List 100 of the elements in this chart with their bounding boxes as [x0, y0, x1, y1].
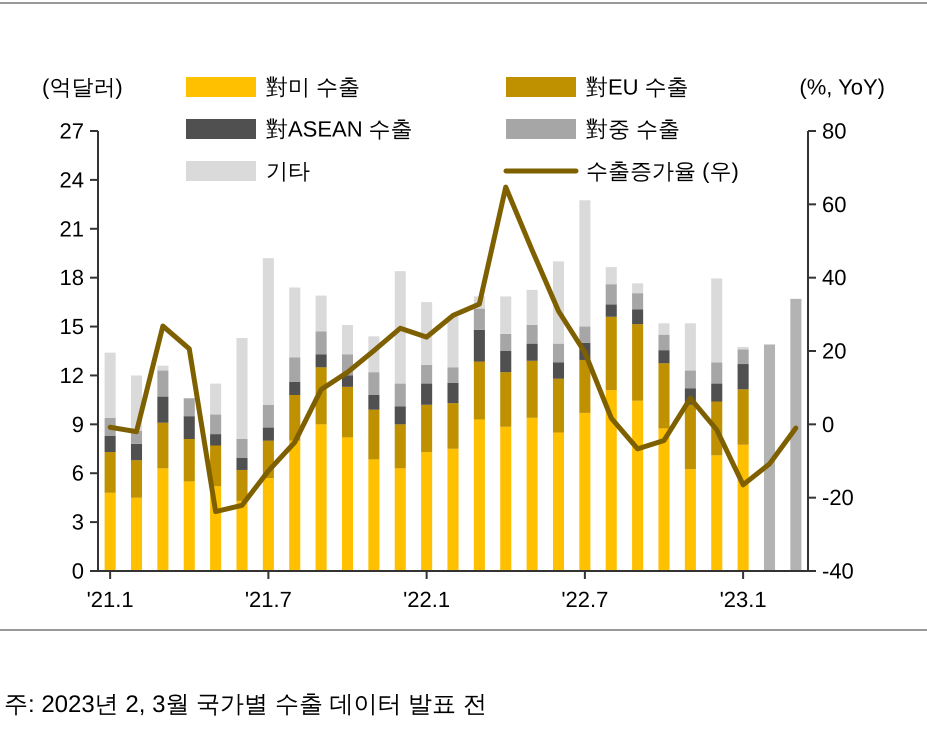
- bar: [526, 290, 538, 325]
- legend-label: 對ASEAN 수출: [266, 116, 413, 142]
- bar: [289, 287, 300, 358]
- bar: [684, 323, 696, 371]
- bar: [368, 410, 380, 460]
- bar: [552, 362, 564, 379]
- bar: [658, 363, 670, 428]
- y2-tick-label: 0: [822, 412, 834, 437]
- bar: [500, 372, 512, 427]
- bar: [711, 278, 722, 362]
- bar: [104, 436, 116, 452]
- bar: [684, 469, 696, 571]
- bar: [262, 258, 274, 405]
- bar: [184, 439, 195, 482]
- bar: [236, 338, 248, 439]
- bar: [262, 478, 274, 571]
- y2-tick-label: -20: [822, 485, 854, 510]
- bar: [500, 426, 512, 571]
- bar: [474, 330, 485, 362]
- bar: [184, 398, 195, 416]
- y2-tick-label: 40: [822, 265, 846, 290]
- bar: [711, 362, 722, 384]
- bar: [130, 444, 142, 460]
- bar: [447, 403, 459, 449]
- bar: [500, 334, 512, 351]
- bar: [552, 378, 564, 432]
- bar: [130, 498, 142, 571]
- bar: [632, 309, 644, 324]
- bar: [632, 324, 644, 401]
- bar: [316, 354, 327, 368]
- bar: [711, 384, 722, 402]
- y-tick-label: 6: [72, 460, 84, 486]
- legend-label: 對미 수출: [266, 74, 360, 100]
- bar: [632, 283, 644, 294]
- bar: [157, 422, 168, 468]
- bar: [447, 448, 459, 571]
- bar: [579, 412, 590, 571]
- y-tick-label: 3: [72, 510, 84, 535]
- bar: [236, 500, 248, 571]
- bar: [632, 400, 644, 571]
- bar: [606, 284, 617, 305]
- bar: [316, 331, 327, 354]
- bar: [684, 404, 696, 470]
- bar: [289, 440, 300, 571]
- y-tick-label: 12: [60, 362, 84, 388]
- legend-label: 기타: [266, 158, 310, 184]
- bar: [368, 395, 380, 410]
- bar: [738, 346, 749, 350]
- y-tick-label: 9: [72, 412, 84, 437]
- bar: [526, 324, 538, 344]
- bar: [474, 419, 485, 571]
- bar: [738, 389, 749, 445]
- bar: [658, 428, 670, 571]
- bar: [316, 296, 327, 332]
- bar: [421, 302, 432, 365]
- bar: [579, 360, 590, 413]
- y-tick-label: 24: [60, 167, 84, 192]
- y2-tick-label: 60: [822, 192, 846, 217]
- bar: [236, 458, 248, 470]
- bar: [157, 468, 168, 571]
- bar: [474, 308, 485, 330]
- bar: [526, 360, 538, 418]
- bar: [658, 350, 670, 364]
- y2-tick-label: 80: [822, 118, 846, 144]
- bar: [500, 351, 512, 372]
- bar: [421, 384, 432, 405]
- bar: [342, 375, 354, 387]
- bar: [157, 366, 168, 371]
- bar: [130, 460, 142, 498]
- legend-label: 對EU 수출: [586, 74, 689, 100]
- bar: [289, 382, 300, 395]
- bar: [210, 414, 222, 434]
- bar: [606, 304, 617, 317]
- bar: [526, 344, 538, 361]
- bar: [790, 298, 802, 571]
- text: 주: 2023년 2, 3월 국가별 수출 데이터 발표 전: [4, 691, 487, 718]
- bar: [342, 386, 354, 438]
- bar: [738, 364, 749, 390]
- bar: [394, 271, 406, 384]
- bar: [236, 470, 248, 501]
- bar: [684, 370, 696, 388]
- bar: [526, 418, 538, 571]
- bar: [658, 334, 670, 350]
- bar: [157, 370, 168, 397]
- bar: [552, 432, 564, 571]
- bar: [606, 316, 617, 390]
- bar: [606, 390, 617, 571]
- y-tick-label: 18: [60, 265, 84, 290]
- x-tick-label: '23.1: [720, 587, 767, 612]
- bar: [579, 326, 590, 343]
- bar: [104, 352, 116, 418]
- bar: [342, 437, 354, 571]
- y-axis-title: (억달러): [42, 74, 123, 100]
- bar: [394, 468, 406, 571]
- x-tick-label: '22.1: [403, 587, 450, 612]
- bar: [342, 324, 354, 354]
- x-tick-label: '21.1: [86, 587, 134, 612]
- bar: [447, 367, 459, 383]
- x-tick-label: '22.7: [561, 587, 608, 612]
- bar: [394, 406, 406, 424]
